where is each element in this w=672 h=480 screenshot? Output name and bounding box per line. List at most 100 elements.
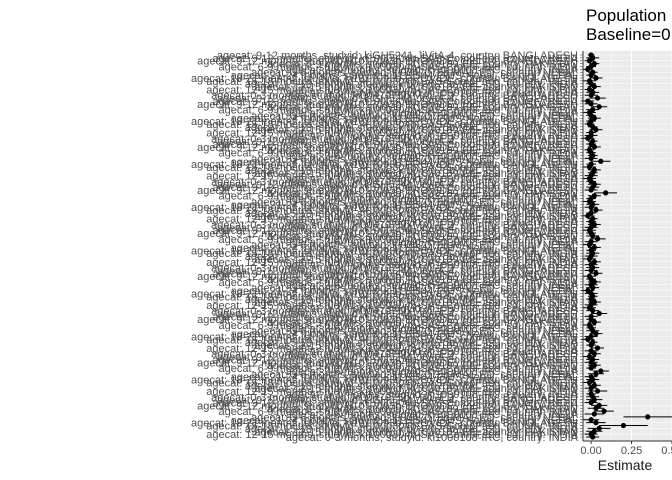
y-axis-label: agecat: 3-6 months, studyid: ki0047075b-… [251, 283, 578, 295]
y-axis-label: agecat: 3-6 months, studyid: ki0047075b-… [251, 67, 578, 79]
y-axis-label: agecat: 21-24 months, studyid: ki1113344… [231, 199, 578, 211]
estimate-point [593, 207, 599, 213]
y-axis-label: agecat: 12-15 months, studyid: ki1000304… [206, 300, 578, 312]
estimate-point [593, 127, 599, 133]
estimate-point [594, 388, 601, 394]
y-axis-label: agecat: 9-12 months, studyid: ki1017093b… [197, 314, 578, 326]
estimate-point [588, 72, 594, 78]
y-axis-label: agecat: 3-6 months, studyid: ki0047075b-… [251, 326, 578, 338]
y-axis-label: agecat: 9-12 months, studyid: ki1017093b… [197, 228, 578, 240]
y-axis-label: agecat: 15-18 months, studyid: ki0047075… [245, 122, 579, 134]
y-axis-label: agecat: 12-15 months, studyid: ki1000304… [206, 171, 578, 183]
estimate-point [645, 414, 651, 420]
estimate-point [590, 308, 596, 314]
y-axis-label: agecat: 3-6 months, studyid: ki0047075b-… [251, 369, 578, 381]
estimate-point [593, 371, 599, 377]
y-axis-label: agecat: 12-15 months, studyid: ki1000304… [206, 343, 578, 355]
y-axis-label: agecat: 9-12 months, studyid: ki1000304b… [212, 96, 578, 108]
y-axis-label: agecat: 18-21 months, studyid: ki1017093… [191, 288, 578, 300]
estimate-point [594, 236, 601, 242]
y-axis-label: agecat: 9-12 months, studyid: ki1000304b… [212, 225, 578, 237]
estimate-point [588, 385, 594, 391]
estimate-point [596, 425, 602, 431]
y-axis-label: agecat: 6-9 months, studyid: ki1000304b-… [218, 234, 578, 246]
y-axis-label: agecat: 9-12 months, studyid: ki1000304b… [212, 354, 578, 366]
y-axis-label: agecat: 0-3 months, studyid: ki0047075b-… [211, 349, 578, 361]
y-axis-label: agecat: 9-12 months, studyid: kiGH5241-J… [217, 265, 578, 277]
y-axis-label: agecat: 15-18 months, studyid: ki1000304… [206, 421, 578, 433]
y-axis-label: agecat: 3-6 months, studyid: ki1000108-I… [286, 237, 579, 249]
y-axis-label: agecat: 0-3 months, studyid: ki1000108-I… [286, 389, 579, 401]
y-axis-label: agecat: 18-21 months, studyid: ki1017093… [191, 73, 578, 85]
y-axis-label: agecat: 15-18 months, studyid: ki0047075… [245, 423, 579, 435]
estimates-layer [581, 52, 672, 440]
y-axis-label: agecat: 12-15 months, studyid: ki1000109… [254, 168, 578, 180]
y-axis-label: agecat: 9-12 months, studyid: ki1017093b… [197, 142, 578, 154]
y-axis-label: agecat: 6-9 months, studyid: ki1000109-E… [267, 102, 578, 114]
estimate-point [591, 319, 597, 325]
estimate-point [586, 241, 593, 248]
y-axis-label: agecat: 3-6 months, studyid: ki1000108-I… [286, 194, 579, 206]
y-axis-label: agecat: 0-3 months, studyid: ki0047075b-… [211, 176, 578, 188]
y-axis-label: agecat: 12-15 months, studyid: ki1000109… [254, 82, 578, 94]
y-axis-label: agecat: 6-9 months, studyid: ki1000109-E… [267, 403, 578, 415]
y-axis-label: agecat: 9-12 months, studyid: kiGH5241-J… [217, 50, 578, 62]
y-axis-label: agecat: 3-6 months, studyid: ki0047075b-… [251, 110, 578, 122]
chart-title: Population [586, 6, 666, 25]
y-axis-label: agecat: 0-3 months, studyid: ki1000108-I… [286, 260, 579, 272]
y-axis-label: agecat: 21-24 months, studyid: ki1113344… [231, 70, 578, 82]
x-axis-title: Estimate [598, 457, 653, 473]
y-axis-label: agecat: 15-18 months, studyid: ki1000304… [206, 334, 578, 346]
y-axis-label: agecat: 15-18 months, studyid: ki0047075… [245, 380, 579, 392]
y-axis-label: agecat: 6-9 months, studyid: ki1000109-E… [267, 188, 578, 200]
y-axis-label: agecat: 6-9 months, studyid: ki1000109-E… [267, 59, 578, 71]
estimate-point [586, 164, 593, 170]
estimate-point [585, 336, 591, 342]
y-axis-label: agecat: 12-15 months, studyid: ki1000109… [254, 297, 578, 309]
y-axis-label: agecat: 21-24 months, studyid: ki1113344… [231, 113, 578, 125]
x-tick-label: 0.00 [580, 445, 601, 457]
y-axis-label: agecat: 6-9 months, studyid: ki1000109-E… [267, 274, 578, 286]
y-axis-label: agecat: 6-9 months, studyid: ki1000109-E… [267, 360, 578, 372]
y-axis-label: agecat: 0-3 months, studyid: ki0047075b-… [211, 392, 578, 404]
y-axis-label: agecat: 18-21 months, studyid: ki1017093… [191, 116, 578, 128]
estimate-point [593, 405, 599, 411]
estimate-point [593, 270, 599, 276]
y-axis-label: agecat: 9-12 months, studyid: ki1017093b… [197, 400, 578, 412]
estimate-point [588, 417, 594, 423]
y-axis-label: agecat: 0-3 months, studyid: ki1000108-I… [286, 303, 579, 315]
y-axis-label: agecat: 3-6 months, studyid: ki1000108-I… [286, 323, 579, 335]
estimate-point [596, 104, 602, 110]
y-axis-label: agecat: 12-15 months, studyid: ki1000109… [254, 254, 578, 266]
estimate-point [591, 83, 597, 90]
estimate-point [598, 368, 604, 374]
estimate-point [601, 408, 607, 414]
y-axis-label: agecat: 9-12 months, studyid: kiGH5241-J… [217, 308, 578, 320]
estimate-point [588, 92, 594, 98]
y-axis-label: agecat: 0-3 months, studyid: ki0047075b-… [211, 306, 578, 318]
y-axis-label: agecat: 9-12 months, studyid: ki1017093b… [197, 185, 578, 197]
y-axis-label: agecat: 12-15 months, studyid: ki1000109… [254, 125, 578, 137]
y-axis-label: agecat: 6-9 months, studyid: ki1000304b-… [218, 61, 578, 73]
y-axis-label: agecat: 9-12 months, studyid: kiGH5241-J… [217, 136, 578, 148]
y-axis-label: agecat: 18-21 months, studyid: ki1017093… [191, 159, 578, 171]
y-axis-label: agecat: 6-9 months, studyid: ki1000304b-… [218, 406, 578, 418]
y-axis-label: agecat: 6-9 months, studyid: ki1000304b-… [218, 105, 578, 117]
y-axis-label: agecat: 21-24 months, studyid: ki1113344… [231, 156, 578, 168]
y-axis-label: agecat: 9-12 months, studyid: kiGH5241-J… [217, 352, 578, 364]
y-axis-label: agecat: 0-3 months, studyid: ki0047075b-… [211, 219, 578, 231]
y-axis-label: agecat: 9-12 months, studyid: ki1000304b… [212, 398, 578, 410]
estimate-point [585, 213, 591, 219]
y-axis-label: agecat: 9-12 months, studyid: ki1017093b… [197, 99, 578, 111]
y-axis-label: agecat: 21-24 months, studyid: ki1113344… [231, 329, 578, 341]
estimate-point [594, 95, 601, 101]
y-axis-label: agecat: 3-6 months, studyid: ki1000108-I… [286, 280, 579, 292]
x-axis-ticks: 0.00 0.25 0.50 [580, 441, 672, 457]
estimate-point [588, 204, 594, 210]
y-axis-label: agecat: 15-18 months, studyid: ki1000304… [206, 291, 578, 303]
estimate-point [588, 365, 594, 371]
y-axis-label: agecat: 12-15 months, studyid: ki1000304… [206, 214, 578, 226]
y-axis-label: agecat: 6-9 months, studyid: ki1000109-E… [267, 317, 578, 329]
estimate-point [596, 310, 602, 317]
y-axis-label: agecat: 3-6 months, studyid: ki1000108-I… [286, 366, 579, 378]
